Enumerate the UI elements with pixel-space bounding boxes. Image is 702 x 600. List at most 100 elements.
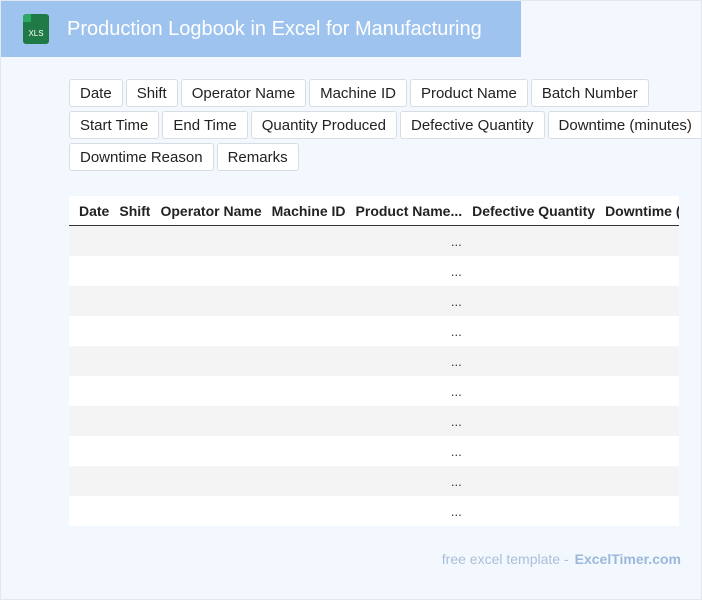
empty-cell — [150, 225, 262, 256]
empty-cell — [346, 376, 451, 406]
column-header: Shift — [109, 196, 151, 226]
ellipsis-cell: ... — [450, 383, 462, 399]
empty-cell — [69, 466, 110, 496]
empty-cell — [261, 286, 346, 316]
header: XLS Production Logbook in Excel for Manu… — [1, 1, 521, 57]
ellipsis-cell: ... — [450, 286, 463, 316]
table-row: ... — [69, 286, 679, 316]
field-chip[interactable]: Remarks — [216, 143, 299, 171]
empty-cell — [109, 316, 150, 346]
empty-cell — [150, 376, 261, 406]
table-row: ... — [69, 436, 679, 466]
empty-cell — [69, 436, 109, 466]
empty-cell — [595, 316, 679, 346]
empty-cell — [69, 346, 110, 376]
ellipsis-cell: ... — [450, 263, 462, 279]
empty-cell — [69, 316, 109, 346]
table-viewport: Date Shift Operator Name Machine ID Product … — [69, 196, 679, 526]
empty-cell — [262, 316, 346, 346]
empty-cell — [462, 225, 596, 256]
empty-cell — [462, 346, 596, 376]
empty-cell — [261, 466, 346, 496]
column-header: Defective Quantity — [462, 196, 596, 226]
empty-cell — [262, 256, 346, 286]
column-header: Downtime (minutes) — [595, 196, 679, 226]
empty-cell — [150, 436, 261, 466]
footer-text: free excel template - — [441, 551, 569, 567]
empty-cell — [262, 436, 346, 466]
empty-cell — [346, 316, 451, 346]
excel-icon: XLS — [23, 14, 49, 44]
field-chip[interactable]: Downtime (minutes) — [547, 111, 701, 139]
empty-cell — [595, 466, 679, 496]
empty-cell — [69, 256, 109, 286]
empty-cell — [150, 496, 261, 526]
field-chip[interactable]: End Time — [162, 111, 248, 139]
empty-cell — [109, 225, 151, 256]
empty-cell — [109, 436, 150, 466]
ellipsis-cell: ... — [450, 406, 463, 436]
empty-cell — [345, 406, 451, 436]
empty-cell — [345, 466, 451, 496]
empty-cell — [595, 436, 679, 466]
empty-cell — [69, 376, 109, 406]
empty-cell — [345, 346, 451, 376]
table-row: ... — [69, 406, 679, 436]
footer-brand[interactable]: ExcelTimer.com — [574, 551, 681, 567]
ellipsis-cell: ... — [450, 225, 463, 256]
ellipsis-cell: ... — [450, 323, 462, 339]
ellipsis-cell: ... — [450, 443, 462, 459]
table-row: ... — [69, 466, 679, 496]
field-chip[interactable]: Defective Quantity — [399, 111, 545, 139]
empty-cell — [595, 256, 679, 286]
empty-cell — [150, 256, 261, 286]
empty-cell — [262, 376, 346, 406]
empty-cell — [69, 406, 110, 436]
empty-cell — [150, 316, 261, 346]
empty-cell — [109, 466, 151, 496]
column-header: Operator Name — [150, 196, 262, 226]
empty-cell — [261, 346, 346, 376]
table-row: ... — [69, 316, 679, 346]
empty-cell — [595, 225, 679, 256]
empty-cell — [595, 286, 679, 316]
empty-cell — [345, 286, 451, 316]
table: Date Shift Operator Name Machine ID Product … — [69, 196, 679, 526]
empty-cell — [595, 406, 679, 436]
table-row: ... — [69, 346, 679, 376]
field-chip[interactable]: Product Name — [409, 79, 528, 107]
table-row: ... — [69, 225, 679, 256]
empty-cell — [109, 346, 151, 376]
field-chip[interactable]: Date — [69, 79, 123, 107]
title: Production Logbook in Excel for Manufact… — [67, 17, 482, 40]
field-list: Date Shift Operator Name Machine ID Product … — [69, 79, 701, 171]
empty-cell — [69, 225, 110, 256]
empty-cell — [462, 286, 596, 316]
empty-cell — [69, 286, 110, 316]
empty-cell — [109, 496, 150, 526]
empty-cell — [462, 406, 596, 436]
ellipsis-cell: ... — [450, 466, 463, 496]
empty-cell — [109, 286, 151, 316]
empty-cell — [462, 376, 595, 406]
field-chip[interactable]: Downtime Reason — [69, 143, 214, 171]
field-chip[interactable]: Shift — [125, 79, 178, 107]
empty-cell — [109, 406, 151, 436]
empty-cell — [109, 256, 150, 286]
empty-cell — [150, 406, 262, 436]
empty-cell — [346, 256, 451, 286]
empty-cell — [462, 256, 595, 286]
column-header: Machine ID — [261, 196, 346, 226]
field-chip[interactable]: Start Time — [69, 111, 160, 139]
empty-cell — [595, 376, 679, 406]
table-row: ... — [69, 256, 679, 286]
empty-cell — [261, 406, 346, 436]
table-row: ... — [69, 496, 679, 526]
column-header: ... — [450, 196, 463, 226]
empty-cell — [262, 496, 346, 526]
empty-cell — [345, 225, 451, 256]
field-chip[interactable]: Operator Name — [180, 79, 307, 107]
field-chip[interactable]: Batch Number — [530, 79, 649, 107]
field-chip[interactable]: Quantity Produced — [250, 111, 397, 139]
field-chip[interactable]: Machine ID — [309, 79, 407, 107]
